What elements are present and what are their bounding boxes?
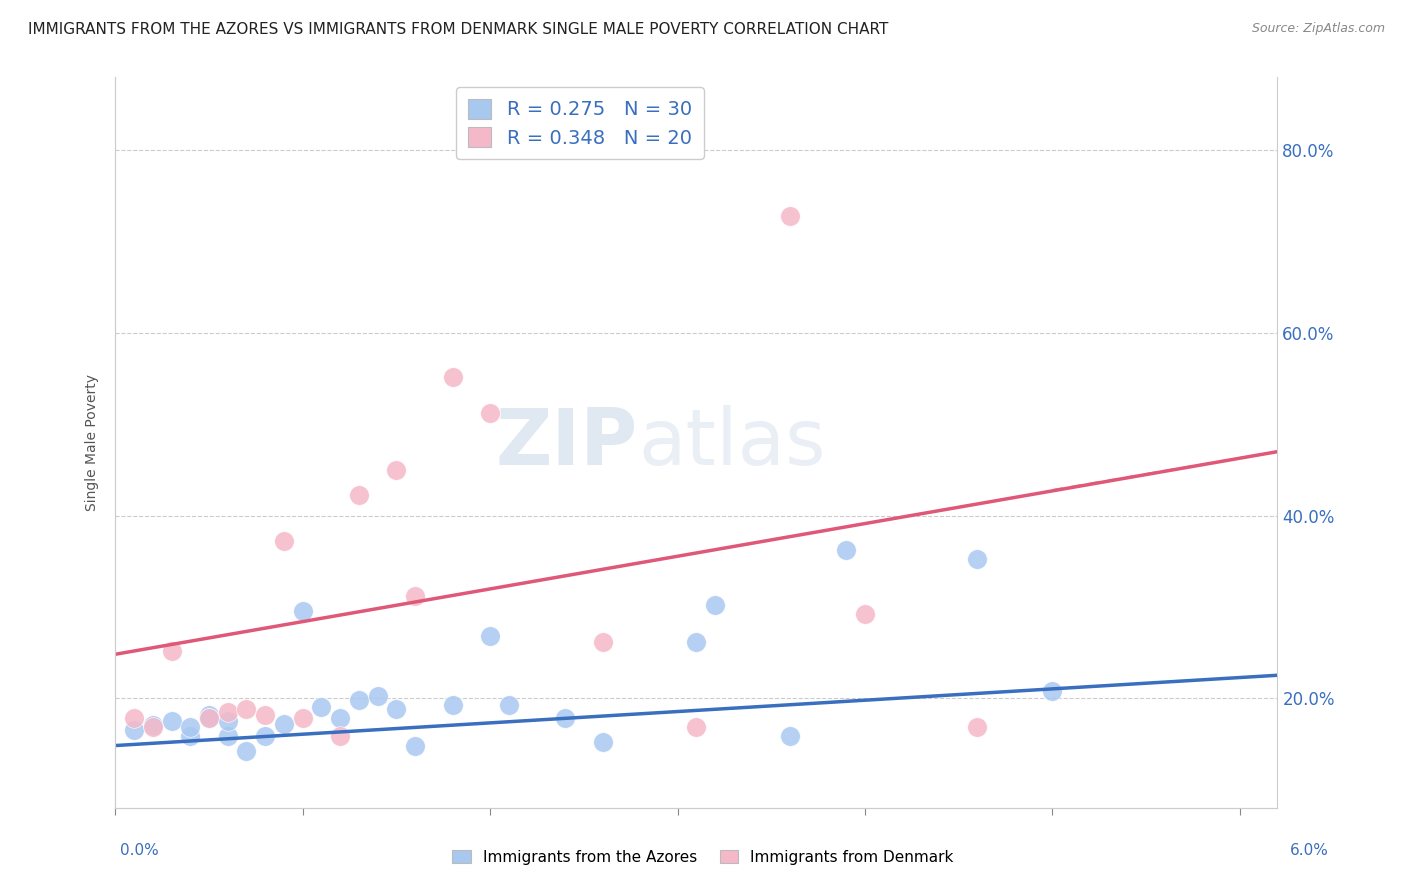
Point	[122, 711, 145, 725]
Point	[835, 543, 858, 558]
Point	[441, 698, 464, 713]
Point	[160, 643, 183, 657]
Point	[198, 707, 221, 722]
Point	[479, 629, 502, 643]
Point	[329, 730, 352, 744]
Point	[198, 711, 221, 725]
Y-axis label: Single Male Poverty: Single Male Poverty	[86, 374, 100, 511]
Point	[404, 589, 426, 603]
Point	[217, 705, 239, 719]
Point	[347, 488, 370, 502]
Point	[385, 463, 408, 477]
Point	[217, 714, 239, 728]
Text: 6.0%: 6.0%	[1289, 843, 1329, 858]
Point	[966, 720, 988, 734]
Point	[685, 720, 707, 734]
Point	[254, 707, 277, 722]
Point	[311, 700, 333, 714]
Point	[404, 739, 426, 753]
Point	[704, 598, 727, 612]
Point	[291, 711, 314, 725]
Point	[179, 720, 201, 734]
Point	[479, 406, 502, 420]
Legend: Immigrants from the Azores, Immigrants from Denmark: Immigrants from the Azores, Immigrants f…	[446, 844, 960, 871]
Point	[853, 607, 876, 621]
Text: IMMIGRANTS FROM THE AZORES VS IMMIGRANTS FROM DENMARK SINGLE MALE POVERTY CORREL: IMMIGRANTS FROM THE AZORES VS IMMIGRANTS…	[28, 22, 889, 37]
Point	[273, 716, 295, 731]
Point	[142, 718, 165, 732]
Point	[592, 735, 614, 749]
Point	[273, 534, 295, 549]
Text: atlas: atlas	[638, 405, 825, 481]
Point	[347, 693, 370, 707]
Point	[235, 702, 257, 716]
Point	[235, 744, 257, 758]
Point	[779, 209, 801, 223]
Text: Source: ZipAtlas.com: Source: ZipAtlas.com	[1251, 22, 1385, 36]
Point	[291, 604, 314, 618]
Point	[779, 730, 801, 744]
Point	[685, 634, 707, 648]
Point	[122, 723, 145, 737]
Point	[179, 730, 201, 744]
Point	[966, 552, 988, 566]
Text: ZIP: ZIP	[496, 405, 638, 481]
Point	[198, 711, 221, 725]
Legend: R = 0.275   N = 30, R = 0.348   N = 20: R = 0.275 N = 30, R = 0.348 N = 20	[457, 87, 704, 160]
Point	[498, 698, 520, 713]
Point	[160, 714, 183, 728]
Point	[592, 634, 614, 648]
Point	[217, 730, 239, 744]
Text: 0.0%: 0.0%	[120, 843, 159, 858]
Point	[142, 720, 165, 734]
Point	[254, 730, 277, 744]
Point	[329, 711, 352, 725]
Point	[441, 369, 464, 384]
Point	[554, 711, 576, 725]
Point	[367, 690, 389, 704]
Point	[1042, 683, 1064, 698]
Point	[385, 702, 408, 716]
